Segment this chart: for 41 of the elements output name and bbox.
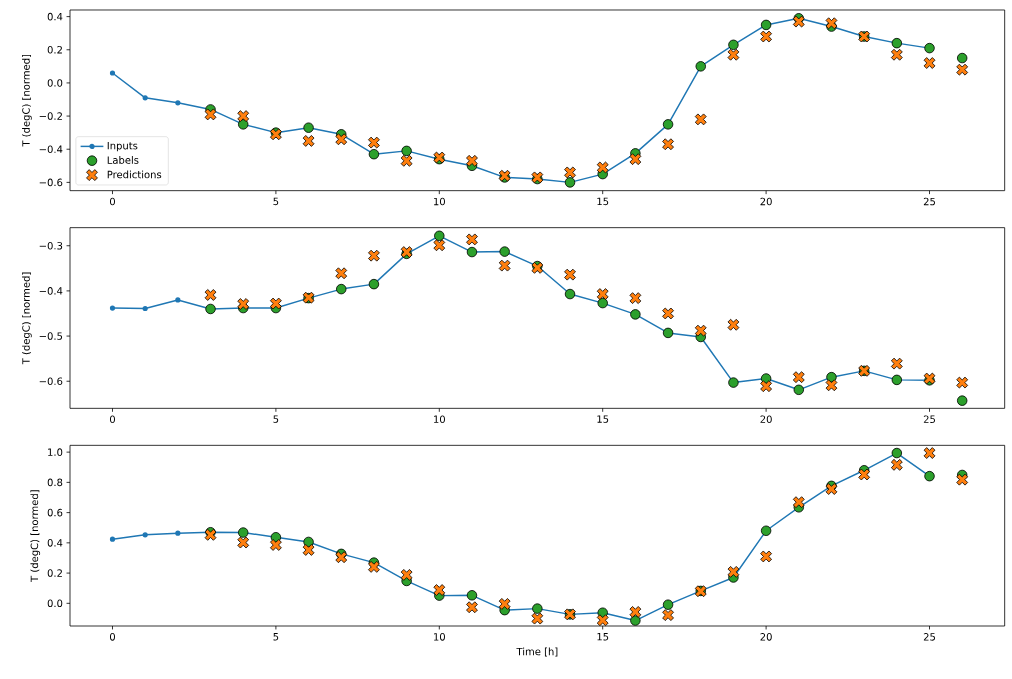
y-tick-label: 0.4 [47,539,63,547]
x-tick-label: 10 [434,633,445,641]
y-tick-label: −0.4 [39,145,63,154]
x-axis-title: Time [h] [516,647,558,657]
y-tick-label: −0.4 [39,287,63,295]
x-tick-label: 0 [109,633,115,641]
y-tick-label: 0.0 [47,79,63,87]
x-tick-label: 0 [109,197,115,206]
y-axis-title: T (degC) [normed] [30,490,41,582]
x-tick-label: 15 [597,415,609,423]
y-axis-title: T (degC) [normed] [22,54,32,147]
legend-label: Predictions [107,170,162,179]
x-tick-label: 0 [109,415,115,423]
y-tick-label: −0.5 [39,332,63,340]
x-tick-label: 25 [923,415,935,423]
y-tick-label: 0.6 [47,508,63,517]
y-tick-label: 0.8 [47,478,63,487]
x-tick-label: 5 [273,197,279,206]
legend-label: Labels [107,156,139,164]
x-tick-label: 15 [597,633,609,641]
y-tick-label: 0.2 [47,569,62,577]
y-tick-label: 1.0 [48,448,63,456]
y-tick-label: 0.2 [47,45,62,54]
x-tick-label: 20 [760,197,772,206]
y-tick-label: −0.3 [39,241,63,250]
x-tick-label: 15 [597,197,609,206]
x-tick-label: 25 [923,633,935,641]
x-tick-label: 20 [760,633,772,641]
y-axis-title: T (degC) [normed] [22,272,32,365]
y-tick-label: 0.0 [47,599,63,608]
y-tick-label: −0.6 [39,178,63,187]
x-tick-label: 10 [434,415,445,423]
x-tick-label: 5 [273,415,279,423]
x-tick-label: 10 [434,197,445,206]
x-tick-label: 25 [923,197,935,206]
x-tick-label: 20 [760,415,772,423]
y-tick-label: −0.2 [39,112,62,120]
x-tick-label: 5 [273,633,279,641]
legend-label: Inputs [107,142,138,152]
y-tick-label: −0.6 [39,377,63,386]
y-tick-label: 0.4 [47,12,63,21]
